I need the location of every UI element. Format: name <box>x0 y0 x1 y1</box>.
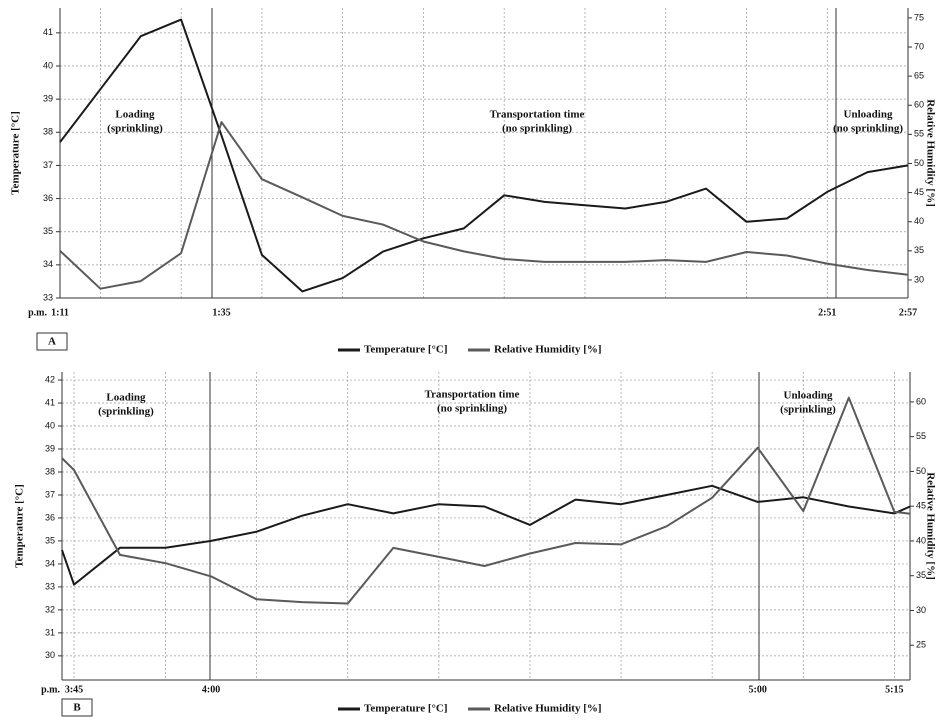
annotation: Loading <box>115 109 155 121</box>
x-tick-label: 5:15 <box>885 684 903 695</box>
y2-tick-label: 30 <box>916 605 926 615</box>
y-tick-label: 36 <box>43 193 53 203</box>
x-tick-label: 5:00 <box>749 684 767 695</box>
y-tick-label: 39 <box>45 443 55 453</box>
y-tick-label: 40 <box>43 60 53 70</box>
annotation: Loading <box>106 392 146 404</box>
y2-tick-label: 35 <box>916 570 926 580</box>
y-tick-label: 35 <box>43 226 53 236</box>
series-line <box>61 396 911 605</box>
annotation: (sprinkling) <box>780 404 836 416</box>
series-line <box>59 121 909 290</box>
x-tick-label: 1:11 <box>51 307 69 318</box>
x-prefix: p.m. <box>28 307 47 318</box>
y2-tick-label: 40 <box>916 535 926 545</box>
y2-tick-label: 55 <box>914 129 924 139</box>
annotation: (no sprinkling) <box>833 123 903 135</box>
y-tick-label: 42 <box>45 374 55 384</box>
annotation: Transportation time <box>425 389 520 401</box>
y-tick-label: 32 <box>45 604 55 614</box>
x-tick-label: 4:00 <box>202 684 220 695</box>
annotation: (sprinkling) <box>98 406 154 418</box>
annotation: Unloading <box>844 109 893 121</box>
y-tick-label: 38 <box>43 127 53 137</box>
y2-axis-title: Relative Humidity [%] <box>924 99 936 207</box>
annotation: (no sprinkling) <box>502 123 572 135</box>
y2-tick-label: 70 <box>914 41 924 51</box>
y-tick-label: 30 <box>45 650 55 660</box>
panel-label-box <box>61 698 93 717</box>
y2-tick-label: 25 <box>916 640 926 650</box>
y-tick-label: 38 <box>45 466 55 476</box>
annotation: Transportation time <box>490 109 585 121</box>
annotation: (no sprinkling) <box>437 403 507 415</box>
y-tick-label: 33 <box>45 581 55 591</box>
y-tick-label: 33 <box>43 292 53 302</box>
x-prefix: p.m. <box>41 684 60 695</box>
annotation: (sprinkling) <box>107 123 163 135</box>
y-tick-label: 39 <box>43 94 53 104</box>
legend-label: Temperature [°C] <box>364 703 448 715</box>
x-tick-label: 2:51 <box>818 307 836 318</box>
y2-tick-label: 65 <box>914 71 924 81</box>
legend-label: Relative Humidity [%] <box>494 344 602 356</box>
y2-tick-label: 60 <box>914 100 924 110</box>
y-tick-label: 31 <box>45 627 55 637</box>
y2-tick-label: 50 <box>916 466 926 476</box>
y-tick-label: 40 <box>45 420 55 430</box>
y-axis-title: Temperature [°C] <box>14 484 26 568</box>
y-tick-label: 37 <box>45 489 55 499</box>
y2-tick-label: 60 <box>916 396 926 406</box>
y2-tick-label: 55 <box>916 431 926 441</box>
y-tick-label: 36 <box>45 512 55 522</box>
series-line <box>61 484 911 586</box>
x-tick-label: 3:45 <box>65 684 83 695</box>
panel-label: A <box>48 336 56 348</box>
x-tick-label: 1:35 <box>212 307 230 318</box>
y2-tick-label: 45 <box>916 501 926 511</box>
y-tick-label: 37 <box>43 160 53 170</box>
y-tick-label: 41 <box>43 27 53 37</box>
y2-tick-label: 50 <box>914 158 924 168</box>
y2-tick-label: 35 <box>914 245 924 255</box>
x-tick-label: 2:57 <box>899 307 917 318</box>
y2-tick-label: 45 <box>914 187 924 197</box>
y-tick-label: 34 <box>45 558 55 568</box>
legend-label: Relative Humidity [%] <box>494 703 602 715</box>
y2-axis-title: Relative Humidity [%] <box>924 472 936 580</box>
panel-label-box <box>36 332 68 351</box>
legend-label: Temperature [°C] <box>364 344 448 356</box>
y-tick-label: 41 <box>45 397 55 407</box>
panel-label: B <box>73 702 81 714</box>
annotation: Unloading <box>784 390 833 402</box>
series-line <box>59 18 909 293</box>
y-axis-title: Temperature [°C] <box>10 111 22 195</box>
y-tick-label: 34 <box>43 259 53 269</box>
y2-tick-label: 75 <box>914 12 924 22</box>
y-tick-label: 35 <box>45 535 55 545</box>
y2-tick-label: 30 <box>914 274 924 284</box>
y2-tick-label: 40 <box>914 216 924 226</box>
